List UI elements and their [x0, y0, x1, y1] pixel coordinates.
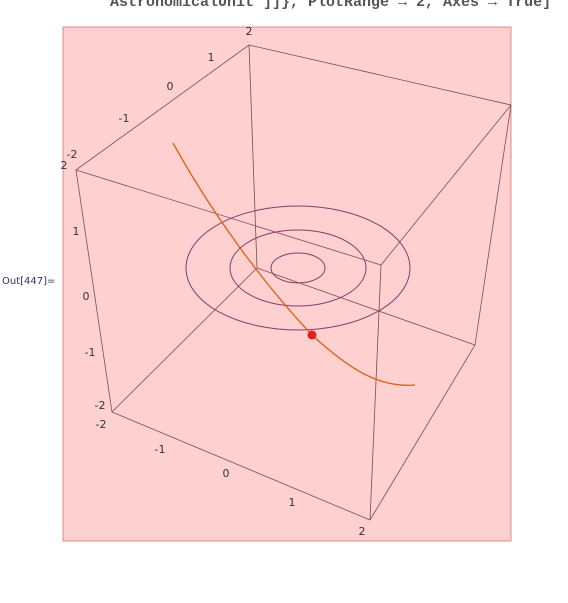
box-edge: [474, 104, 512, 346]
code-line: AstronomicalUnit"]]}, PlotRange → 2, Axe…: [110, 0, 552, 11]
tick-label: 0: [167, 80, 174, 93]
orbits: [185, 205, 411, 331]
box-edge: [248, 44, 258, 269]
plot-background: [62, 26, 512, 542]
tick-label: -2: [67, 148, 78, 161]
output-label: Out[447]=: [2, 276, 56, 287]
tick-label: 1: [289, 496, 296, 509]
tick-label: -2: [95, 399, 106, 412]
tick-label: 1: [208, 51, 215, 64]
tick-label: -2: [96, 418, 107, 431]
bounding-box: [75, 44, 512, 521]
body-marker: [307, 330, 317, 340]
orbit: [185, 205, 411, 331]
tick-label: -1: [85, 346, 96, 359]
tick-label: 0: [223, 467, 230, 480]
box-edge: [75, 169, 113, 413]
tick-label: 0: [83, 290, 90, 303]
tick-label: -1: [155, 443, 166, 456]
tick-label: 2: [359, 525, 366, 538]
tick-label: 2: [246, 25, 253, 38]
box-edge: [369, 264, 382, 521]
trajectory: [172, 142, 416, 386]
orbit: [270, 252, 326, 284]
orbit: [229, 229, 367, 307]
tick-label: 2: [61, 159, 68, 172]
tick-label: 1: [73, 225, 80, 238]
tick-label: -1: [119, 112, 130, 125]
